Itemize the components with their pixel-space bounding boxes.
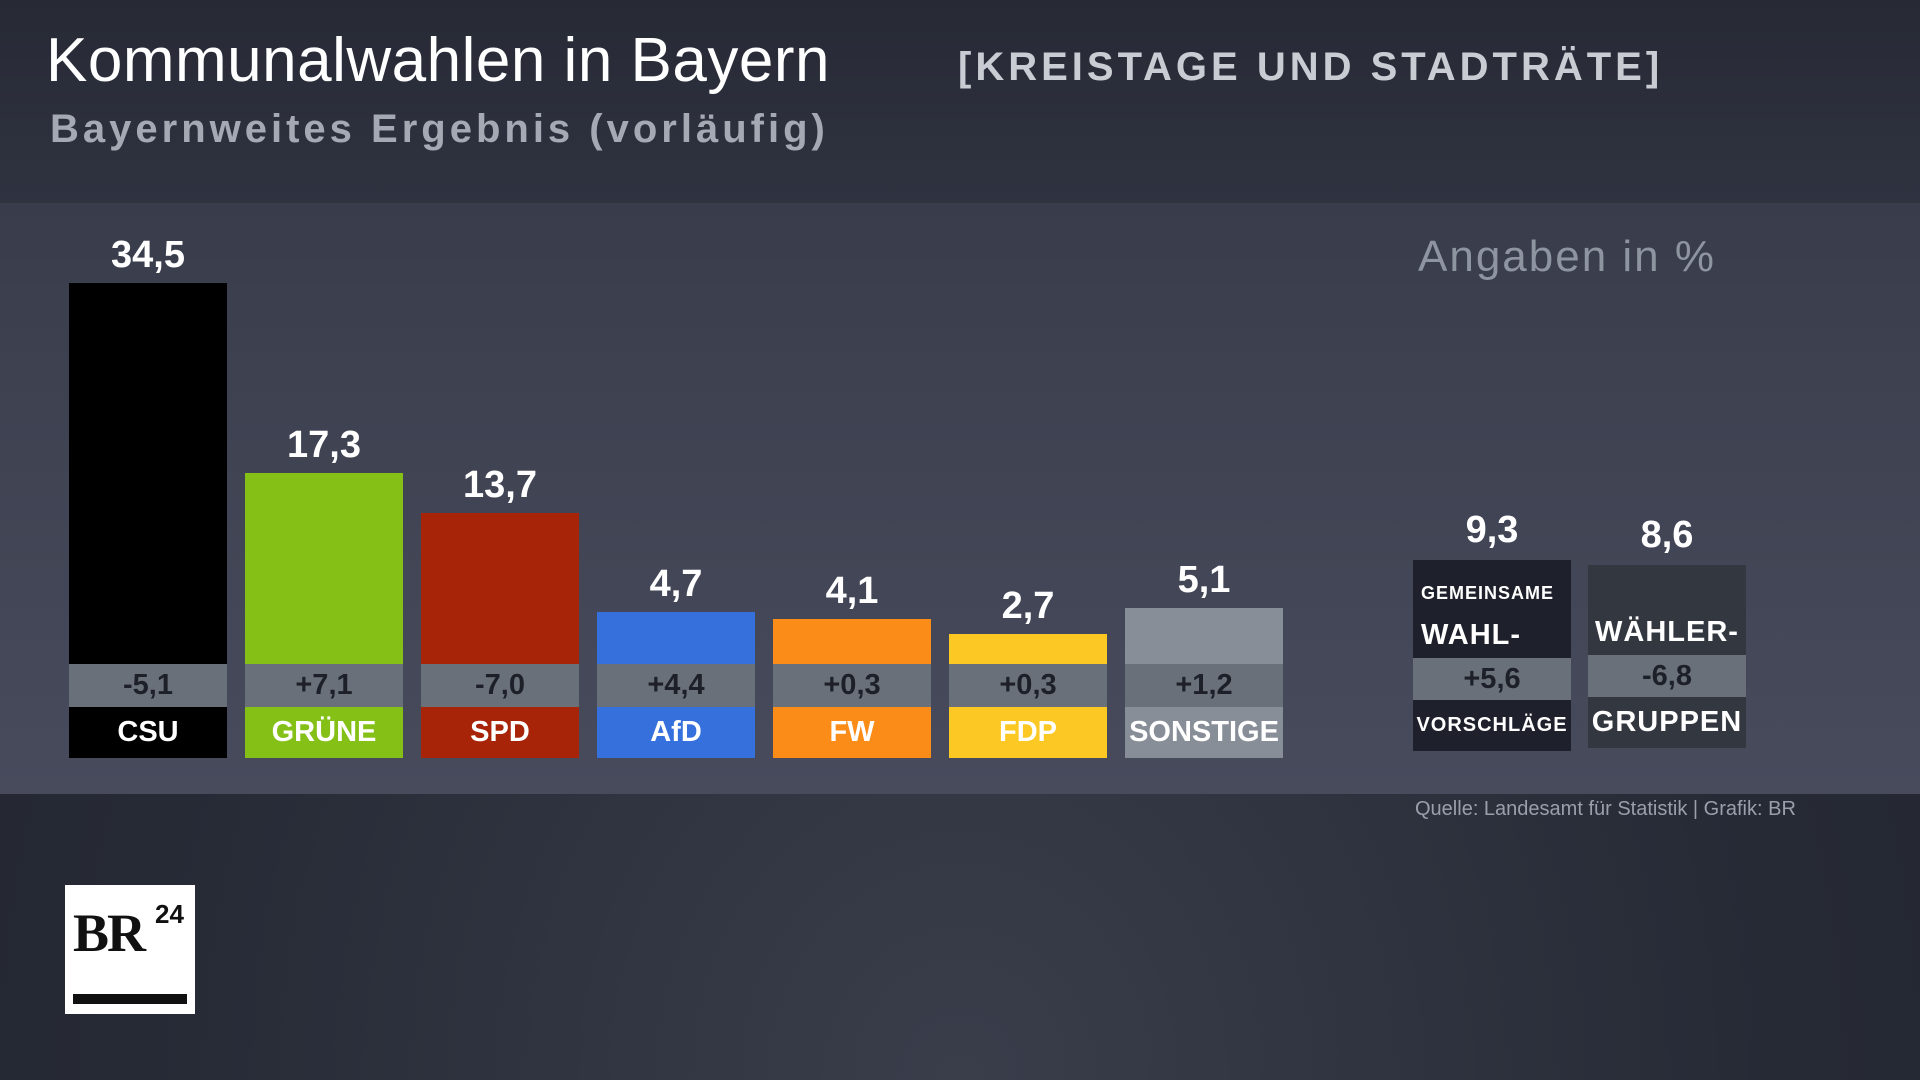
bar-side-0 [1413, 560, 1571, 658]
subtitle: Bayernweites Ergebnis (vorläufig) [50, 107, 829, 151]
change-label: -6,8 [1588, 655, 1746, 697]
bar-fw [773, 618, 931, 664]
bar-fdp [949, 634, 1107, 664]
bar-side-1 [1588, 564, 1746, 655]
logo-br: BR [73, 903, 146, 963]
value-label: 13,7 [463, 463, 537, 506]
category-label-bottom: GRUPPEN [1588, 697, 1746, 748]
value-label: 9,3 [1465, 509, 1519, 552]
value-label: 34,5 [111, 234, 185, 276]
bar-spd [421, 512, 579, 664]
header: Kommunalwahlen in Bayern [KREISTAGE UND … [0, 0, 1920, 203]
change-label: -7,0 [421, 664, 579, 707]
party-label: SONSTIGE [1125, 707, 1283, 758]
source-note: Quelle: Landesamt für Statistik | Grafik… [1415, 798, 1796, 820]
party-label: CSU [69, 707, 227, 758]
change-label: +7,1 [245, 664, 403, 707]
category-label-bottom: VORSCHLÄGE [1413, 700, 1571, 751]
category-label-top: GEMEINSAME [1421, 583, 1555, 603]
page-title: Kommunalwahlen in Bayern [46, 26, 830, 95]
value-label: 2,7 [1001, 585, 1055, 628]
party-label: GRÜNE [245, 707, 403, 758]
change-label: +4,4 [597, 664, 755, 707]
change-label: -5,1 [69, 664, 227, 707]
party-label: AfD [597, 707, 755, 758]
change-label: +0,3 [949, 664, 1107, 707]
value-label: 5,1 [1177, 558, 1231, 601]
title-tag: [KREISTAGE UND STADTRÄTE] [958, 45, 1664, 89]
value-label: 4,7 [649, 563, 703, 606]
value-label: 17,3 [287, 423, 361, 466]
bar-sonstige [1125, 607, 1283, 664]
change-label: +1,2 [1125, 664, 1283, 707]
logo-underline [73, 994, 187, 1004]
unit-note: Angaben in % [1418, 232, 1716, 281]
category-label-mid: WAHL- [1421, 619, 1522, 651]
category-label-mid: WÄHLER- [1595, 616, 1739, 648]
party-label: FDP [949, 707, 1107, 758]
change-label: +0,3 [773, 664, 931, 707]
party-label: FW [773, 707, 931, 758]
value-label: 4,1 [825, 569, 879, 612]
change-label: +5,6 [1413, 658, 1571, 700]
br24-logo: BR 24 [65, 885, 195, 1014]
party-label: SPD [421, 707, 579, 758]
logo-24: 24 [155, 899, 184, 929]
bar-csu [69, 283, 227, 664]
value-label: 8,6 [1640, 513, 1694, 556]
bar-grüne [245, 472, 403, 664]
bar-afd [597, 612, 755, 664]
